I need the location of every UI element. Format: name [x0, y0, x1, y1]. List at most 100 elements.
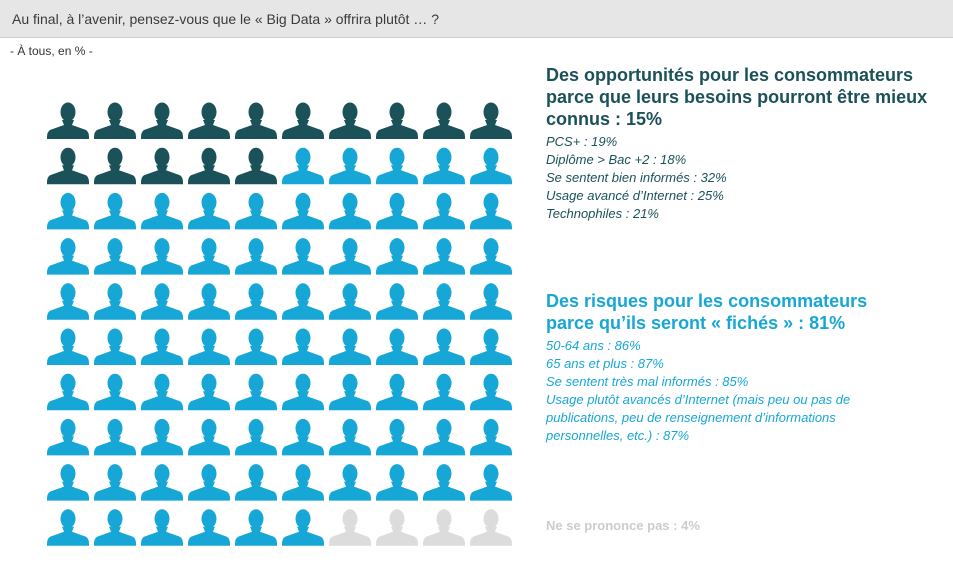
- person-icon: [188, 102, 230, 139]
- person-icon: [329, 328, 371, 365]
- question-header: Au final, à l’avenir, pensez-vous que le…: [0, 0, 953, 38]
- person-icon: [423, 328, 465, 365]
- person-icon: [188, 373, 230, 411]
- person-icon: [141, 102, 183, 139]
- person-icon: [47, 147, 89, 185]
- person-icon: [188, 464, 230, 501]
- person-icon: [376, 373, 418, 411]
- person-icon: [329, 464, 371, 501]
- person-icon: [47, 373, 89, 411]
- person-icon: [141, 464, 183, 501]
- person-icon: [141, 283, 183, 320]
- person-icon: [235, 509, 277, 546]
- person-icon: [423, 102, 465, 139]
- person-icon: [282, 238, 324, 275]
- person-icon: [423, 464, 465, 501]
- person-icon: [470, 509, 512, 546]
- person-icon: [94, 464, 136, 501]
- person-icon: [47, 464, 89, 501]
- person-icon: [282, 418, 324, 456]
- person-icon: [94, 192, 136, 230]
- person-icon: [141, 238, 183, 275]
- person-icon: [188, 238, 230, 275]
- opportunities-detail: Diplôme > Bac +2 : 18%: [546, 152, 687, 167]
- person-icon: [94, 102, 136, 139]
- person-icon: [94, 373, 136, 411]
- person-icon: [470, 238, 512, 275]
- person-icon: [141, 418, 183, 456]
- person-icon: [423, 238, 465, 275]
- person-icon: [141, 192, 183, 230]
- person-icon: [329, 509, 371, 546]
- person-icon: [47, 328, 89, 365]
- base-note: - À tous, en % -: [10, 44, 93, 58]
- person-icon: [94, 418, 136, 456]
- person-icon: [423, 192, 465, 230]
- person-icon: [188, 418, 230, 456]
- person-icon: [235, 418, 277, 456]
- person-icon: [235, 238, 277, 275]
- person-icon: [329, 283, 371, 320]
- person-icon: [376, 147, 418, 185]
- person-icon: [235, 464, 277, 501]
- person-icon: [470, 328, 512, 365]
- person-icon: [329, 238, 371, 275]
- person-icon: [282, 328, 324, 365]
- person-icon: [47, 102, 89, 139]
- person-icon: [188, 147, 230, 185]
- person-icon: [282, 283, 324, 320]
- risks-title: Des risques pour les consommateurs parce…: [546, 291, 868, 333]
- person-icon: [470, 283, 512, 320]
- person-icon: [47, 192, 89, 230]
- person-icon: [329, 102, 371, 139]
- person-icon: [94, 238, 136, 275]
- person-icon: [470, 147, 512, 185]
- person-icon: [423, 509, 465, 546]
- person-icon: [47, 509, 89, 546]
- person-icon: [235, 373, 277, 411]
- opportunities-details: PCS+ : 19% Diplôme > Bac +2 : 18% Se sen…: [546, 133, 946, 223]
- person-icon: [235, 283, 277, 320]
- person-icon: [47, 238, 89, 275]
- person-icon: [423, 373, 465, 411]
- no-answer-panel: Ne se prononce pas : 4%: [546, 518, 946, 533]
- person-icon: [470, 464, 512, 501]
- person-icon: [47, 283, 89, 320]
- opportunities-detail: Usage avancé d’Internet : 25%: [546, 188, 724, 203]
- question-text: Au final, à l’avenir, pensez-vous que le…: [12, 11, 439, 27]
- no-answer-label: Ne se prononce pas : 4%: [546, 518, 700, 533]
- icon-array-chart: [47, 102, 512, 546]
- person-icon: [329, 192, 371, 230]
- person-icon: [235, 147, 277, 185]
- risks-detail: Usage plutôt avancés d’Internet (mais pe…: [546, 392, 851, 443]
- opportunities-detail: Technophiles : 21%: [546, 206, 659, 221]
- person-icon: [235, 102, 277, 139]
- person-icon: [423, 283, 465, 320]
- person-icon: [329, 373, 371, 411]
- person-icon: [470, 373, 512, 411]
- person-icon: [235, 328, 277, 365]
- person-icon: [141, 328, 183, 365]
- person-icon: [470, 418, 512, 456]
- person-icon: [282, 192, 324, 230]
- person-icon: [376, 418, 418, 456]
- person-icon: [188, 509, 230, 546]
- opportunities-detail: PCS+ : 19%: [546, 134, 618, 149]
- person-icon: [188, 283, 230, 320]
- person-icon: [141, 509, 183, 546]
- person-icon: [94, 328, 136, 365]
- person-icon: [329, 418, 371, 456]
- person-icon: [423, 147, 465, 185]
- person-icon: [282, 373, 324, 411]
- person-icon: [188, 328, 230, 365]
- person-icon: [470, 192, 512, 230]
- person-icon: [376, 238, 418, 275]
- person-icon: [329, 147, 371, 185]
- person-icon: [141, 147, 183, 185]
- person-icon: [282, 147, 324, 185]
- person-icon: [188, 192, 230, 230]
- person-icon: [282, 509, 324, 546]
- opportunities-panel: Des opportunités pour les consommateurs …: [546, 64, 946, 223]
- risks-detail: Se sentent très mal informés : 85%: [546, 374, 749, 389]
- person-icon: [47, 418, 89, 456]
